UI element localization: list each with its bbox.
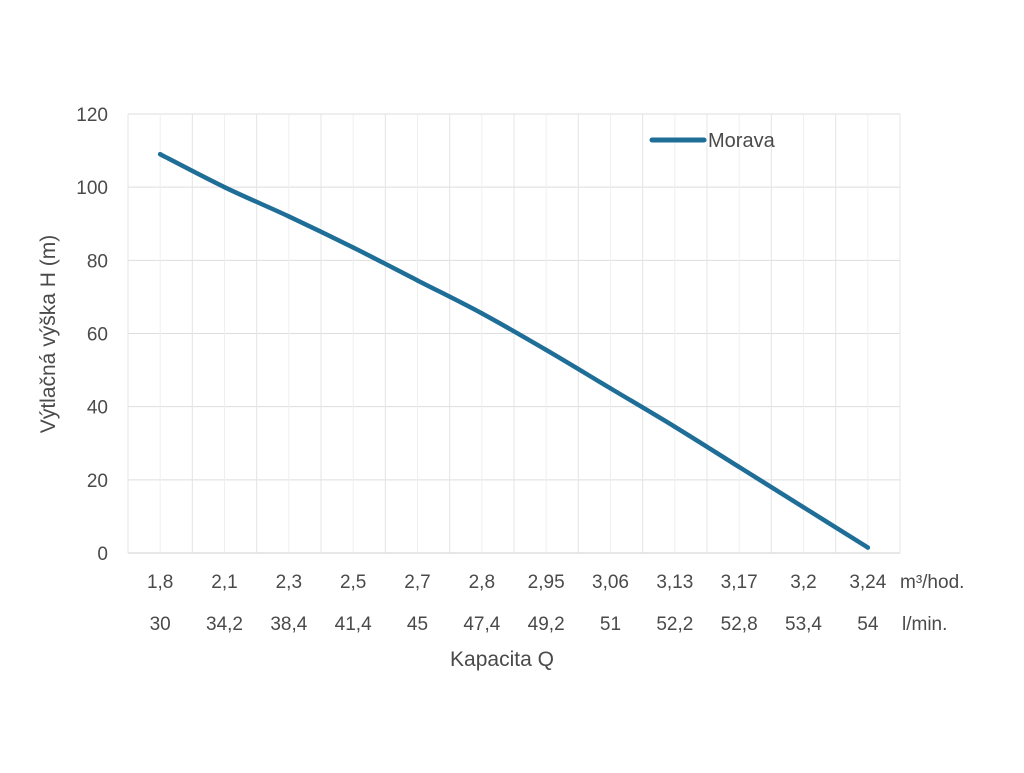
x-tick-label: 2,7 [404, 572, 430, 593]
x-tick-label: 3,2 [790, 572, 816, 593]
x-tick-label-secondary: 45 [407, 614, 428, 635]
x-axis-title: Kapacita Q [450, 648, 554, 671]
data-point [350, 245, 356, 250]
y-tick-label: 60 [87, 325, 108, 346]
x-tick-label-secondary: 53,4 [785, 614, 822, 635]
x-tick-label: 3,06 [592, 572, 629, 593]
x-tick-label: 1,8 [147, 572, 173, 593]
y-tick-label: 120 [76, 105, 108, 126]
x-tick-label-secondary: 51 [600, 614, 621, 635]
x-tick-label-secondary: 34,2 [206, 614, 243, 635]
y-tick-label: 100 [76, 178, 108, 199]
x-tick-label-secondary: 30 [150, 614, 171, 635]
data-point [157, 152, 163, 157]
y-tick-label: 0 [97, 544, 108, 565]
legend-label-morava: Morava [708, 130, 776, 152]
x-tick-label-secondary: 49,2 [528, 614, 565, 635]
data-point [222, 184, 227, 190]
data-point [865, 545, 871, 550]
data-point [479, 311, 485, 316]
x-tick-label-secondary: 54 [857, 614, 879, 635]
data-point [801, 505, 806, 510]
data-point [736, 464, 742, 470]
data-point [415, 278, 420, 283]
legend: Morava [649, 130, 776, 152]
y-axis: 0 20 40 60 80 100 120 [76, 105, 108, 565]
series [157, 151, 871, 550]
x-tick-label: 2,3 [276, 572, 302, 593]
data-point [672, 424, 678, 429]
data-point [543, 347, 549, 353]
x-tick-label: 3,17 [721, 572, 758, 593]
x-tick-label-secondary: 41,4 [335, 614, 372, 635]
series-line-morava [157, 151, 871, 550]
x-tick-label: 2,8 [469, 572, 495, 593]
x-tick-label: 3,24 [849, 572, 886, 593]
y-tick-label: 40 [87, 398, 108, 419]
x-unit-label-primary: m³/hod. [900, 572, 964, 593]
data-point [286, 214, 292, 219]
x-tick-label-secondary: 52,2 [656, 614, 693, 635]
y-axis-title: Výtlačná výška H (m) [37, 235, 60, 433]
x-axis: 1,8 2,1 2,3 2,5 2,7 2,8 2,95 3,06 3,13 3,17 3,2 3,2… [147, 572, 964, 635]
x-tick-label-secondary: 47,4 [463, 614, 500, 635]
y-tick-label: 20 [87, 471, 108, 492]
data-point [608, 386, 613, 391]
x-tick-label: 2,95 [528, 572, 565, 593]
x-tick-label: 2,5 [340, 572, 366, 593]
x-tick-label-secondary: 38,4 [270, 614, 307, 635]
y-tick-label: 80 [87, 251, 108, 272]
x-tick-label-secondary: 52,8 [721, 614, 758, 635]
x-tick-label: 2,1 [211, 572, 237, 593]
x-unit-label-secondary: l/min. [902, 614, 947, 635]
x-tick-label: 3,13 [656, 572, 693, 593]
